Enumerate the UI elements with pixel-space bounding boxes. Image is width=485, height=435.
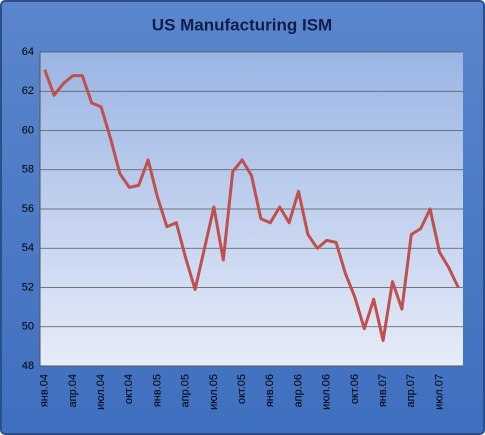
y-tick-label: 64 xyxy=(22,46,34,58)
x-tick-label: апр.04 xyxy=(67,374,79,407)
y-tick-label: 60 xyxy=(22,124,34,136)
x-tick-label: июл.07 xyxy=(433,374,445,410)
y-tick-label: 48 xyxy=(22,360,34,372)
y-tick-label: 58 xyxy=(22,164,34,176)
line-series xyxy=(43,69,460,342)
x-tick-label: июл.04 xyxy=(95,374,107,410)
y-tick-label: 50 xyxy=(22,321,34,333)
y-tick-label: 52 xyxy=(22,281,34,293)
chart-title: US Manufacturing ISM xyxy=(152,15,332,34)
x-tick-label: окт.04 xyxy=(123,374,135,404)
x-tick-label: окт.06 xyxy=(349,374,361,404)
x-tick-label: янв.05 xyxy=(151,374,163,407)
y-tick-label: 54 xyxy=(22,242,34,254)
x-tick-label: апр.05 xyxy=(180,374,192,407)
y-tick-label: 62 xyxy=(22,85,34,97)
x-tick-label: апр.07 xyxy=(405,374,417,407)
x-tick-label: апр.06 xyxy=(292,374,304,407)
x-tick-label: янв.07 xyxy=(377,374,389,407)
x-tick-label: янв.06 xyxy=(264,374,276,407)
x-tick-label: янв.04 xyxy=(39,374,51,407)
x-tick-label: июл.06 xyxy=(321,374,333,410)
x-tick-label: окт.05 xyxy=(236,374,248,404)
x-tick-label: июл.05 xyxy=(208,374,220,410)
y-tick-label: 56 xyxy=(22,203,34,215)
